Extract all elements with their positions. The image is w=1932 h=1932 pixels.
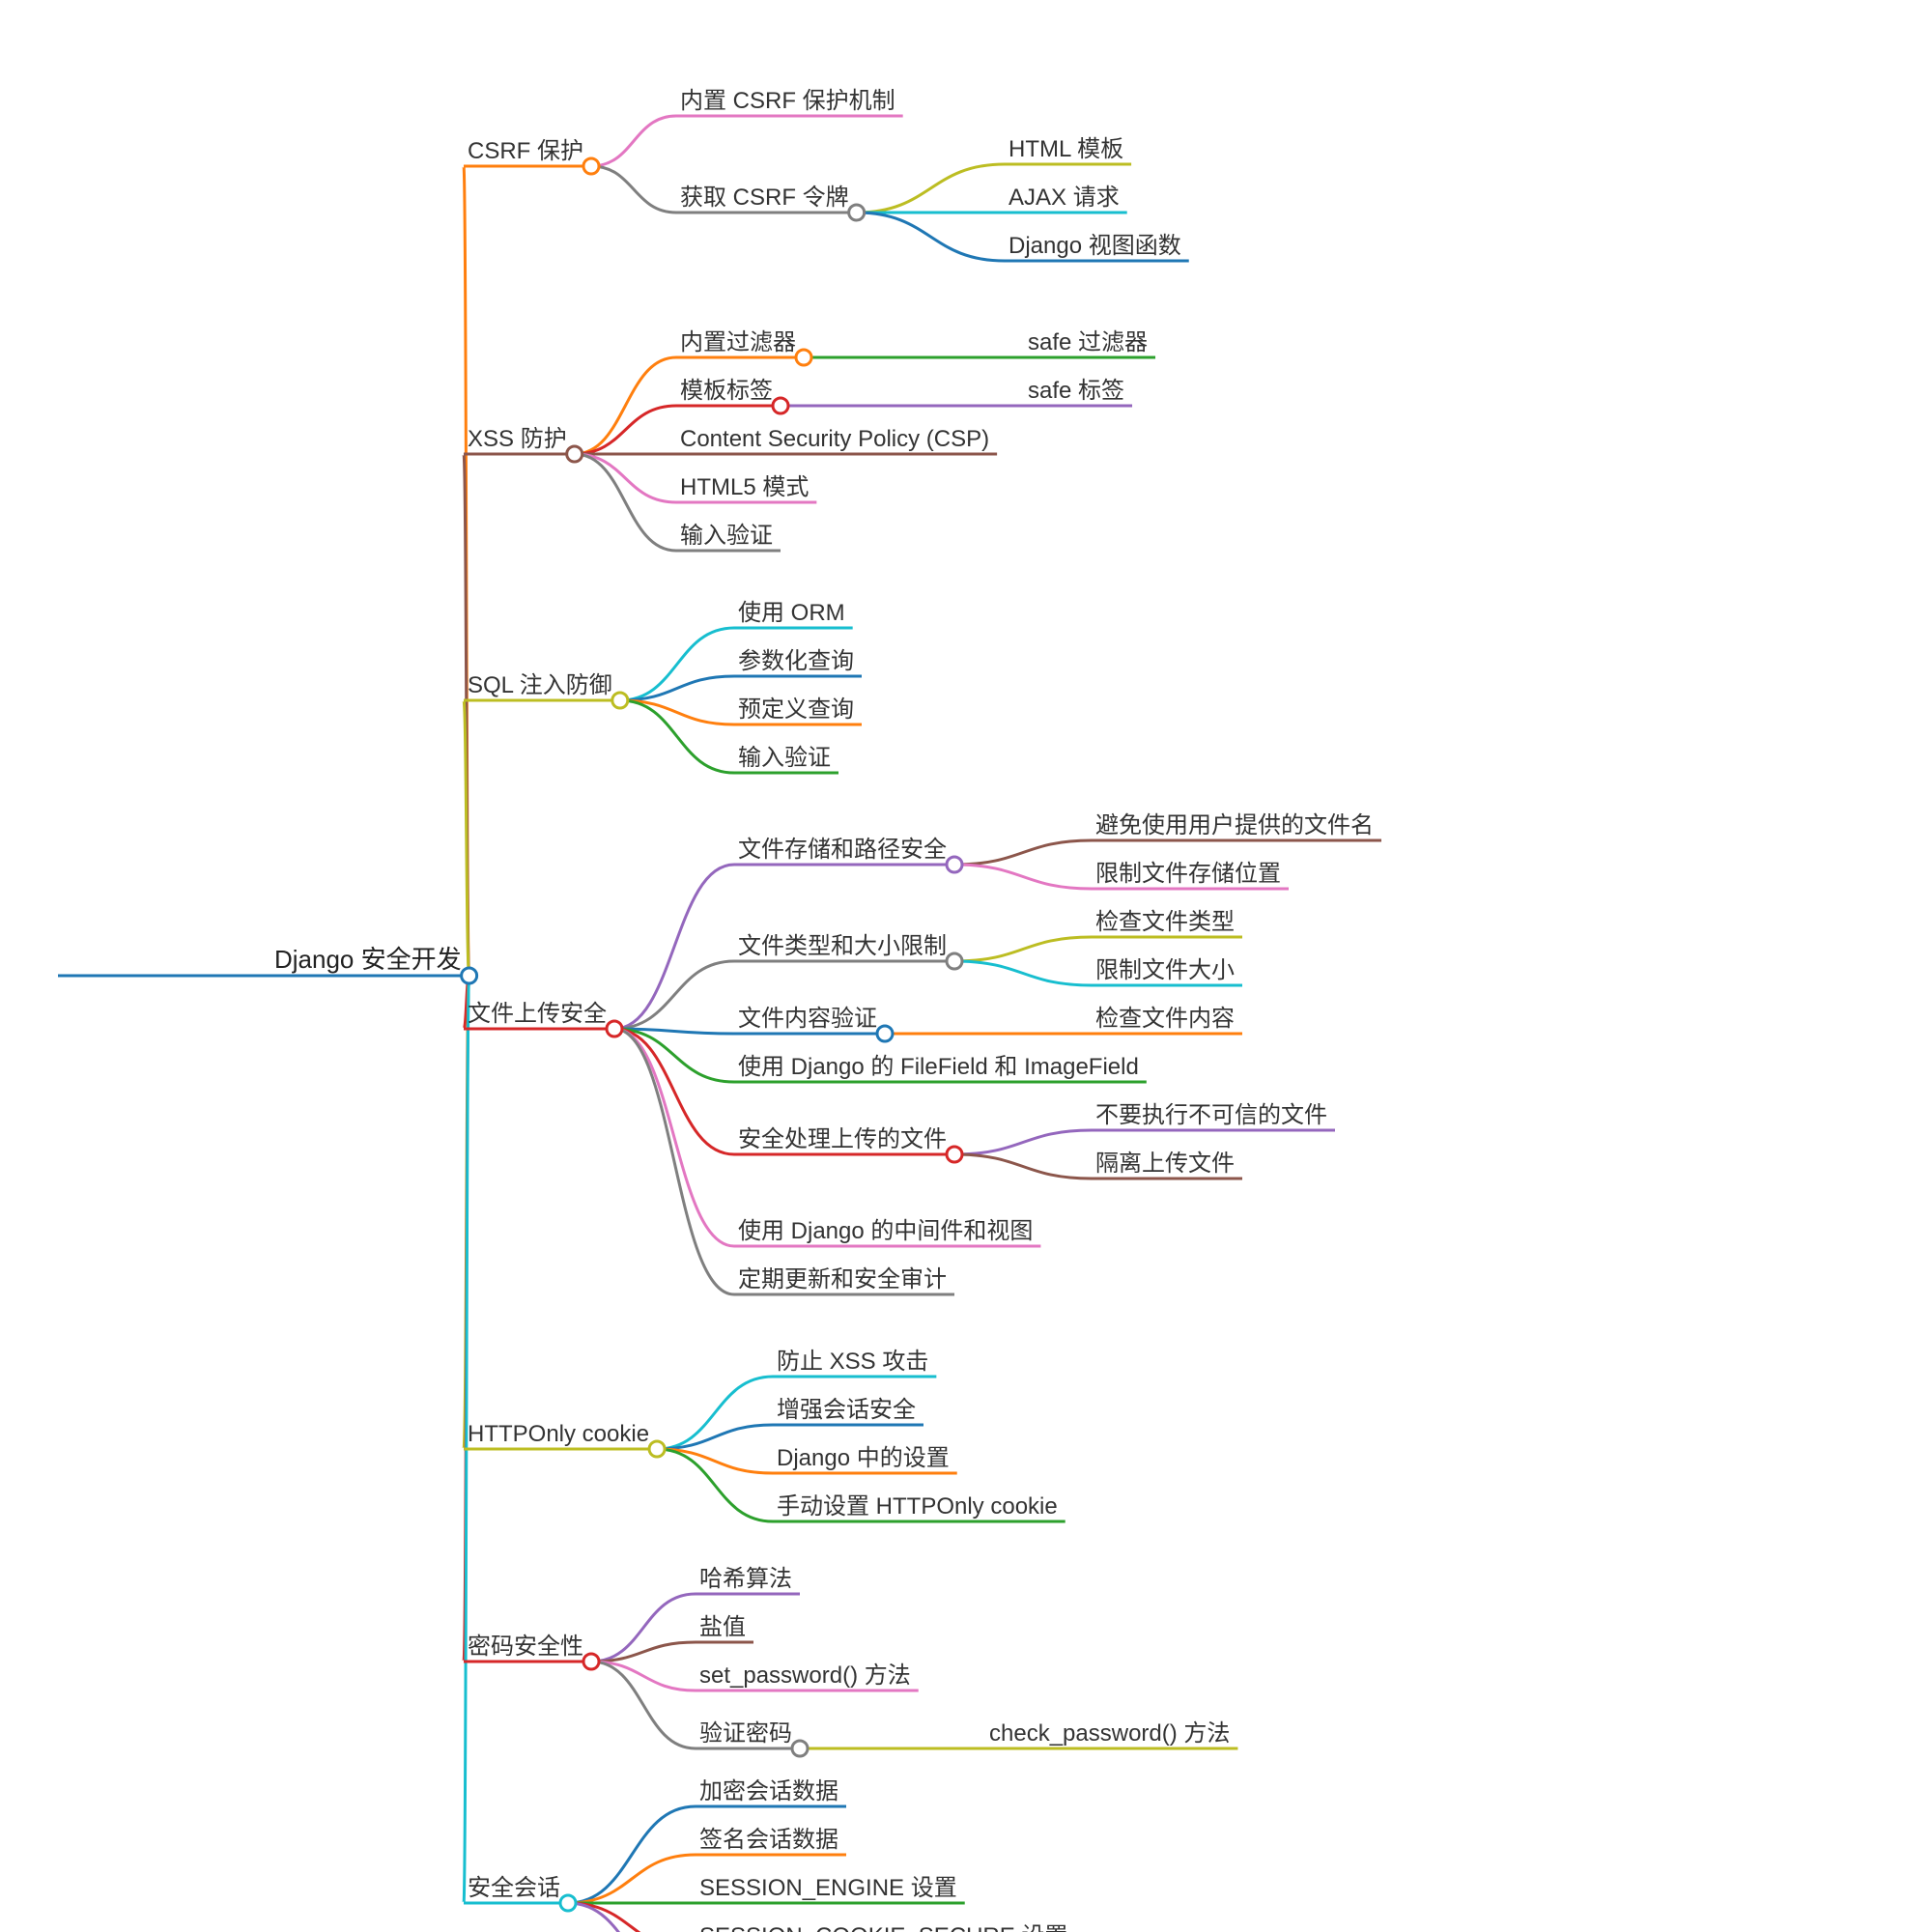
node-label: 检查文件类型 (1095, 909, 1235, 935)
node-label: 使用 Django 的中间件和视图 (738, 1218, 1033, 1244)
node-label: HTML5 模式 (680, 474, 809, 500)
edge (857, 213, 1005, 261)
branch-node (583, 158, 599, 174)
node-label: 不要执行不可信的文件 (1095, 1102, 1327, 1128)
node-label: 内置过滤器 (680, 329, 796, 355)
node-label: 防止 XSS 攻击 (777, 1349, 928, 1375)
root-label: Django 安全开发 (274, 945, 462, 974)
edge (575, 454, 676, 502)
branch-node (947, 1147, 962, 1162)
node-label: 隔离上传文件 (1095, 1151, 1235, 1177)
branch-node (607, 1021, 622, 1037)
node-label: Content Security Policy (CSP) (680, 426, 989, 452)
node-label: 验证密码 (699, 1720, 792, 1747)
branch-node (947, 953, 962, 969)
edge (614, 1029, 734, 1294)
branch-node (877, 1026, 893, 1041)
node-label: 密码安全性 (468, 1634, 583, 1660)
edge (614, 865, 734, 1029)
node-label: 获取 CSRF 令牌 (680, 185, 849, 211)
node-label: set_password() 方法 (699, 1662, 911, 1689)
node-label: SQL 注入防御 (468, 672, 612, 698)
node-label: 避免使用用户提供的文件名 (1095, 812, 1374, 838)
node-label: 输入验证 (738, 745, 831, 771)
node-label: 模板标签 (680, 378, 773, 404)
node-label: 预定义查询 (738, 696, 854, 723)
edge (954, 865, 1092, 889)
node-label: safe 标签 (1028, 378, 1124, 404)
node-label: 文件内容验证 (738, 1006, 877, 1032)
node-label: check_password() 方法 (989, 1720, 1230, 1747)
node-label: 安全会话 (468, 1875, 560, 1901)
edge (568, 1855, 696, 1903)
node-label: 限制文件存储位置 (1095, 861, 1281, 887)
node-label: Django 视图函数 (1009, 233, 1181, 259)
edge (614, 1029, 734, 1246)
node-label: AJAX 请求 (1009, 185, 1120, 211)
node-label: XSS 防护 (468, 426, 567, 452)
node-label: 文件存储和路径安全 (738, 837, 947, 863)
edge (954, 840, 1092, 865)
edge (575, 357, 676, 454)
node-label: SESSION_ENGINE 设置 (699, 1875, 957, 1901)
node-label: 文件类型和大小限制 (738, 933, 947, 959)
branch-node (792, 1741, 808, 1756)
node-label: 盐值 (699, 1614, 746, 1640)
node-label: 手动设置 HTTPOnly cookie (777, 1493, 1058, 1520)
branch-node (649, 1441, 665, 1457)
node-label: 定期更新和安全审计 (738, 1266, 947, 1293)
branch-node (796, 350, 811, 365)
edge (575, 406, 676, 454)
node-label: Django 中的设置 (777, 1445, 950, 1471)
node-label: CSRF 保护 (468, 138, 583, 164)
node-label: 输入验证 (680, 523, 773, 549)
mindmap-canvas: Django 安全开发 CSRF 保护 内置 CSRF 保护机制获取 CSRF 令牌… (0, 0, 1932, 1932)
branch-node (583, 1654, 599, 1669)
edge (954, 937, 1092, 961)
node-label: 使用 Django 的 FileField 和 ImageField (738, 1054, 1139, 1080)
edge (954, 1130, 1092, 1154)
node-label: 安全处理上传的文件 (738, 1126, 947, 1152)
node-label: 签名会话数据 (699, 1827, 838, 1853)
edge (591, 116, 676, 166)
branch-node (462, 968, 477, 983)
edge (614, 961, 734, 1029)
branch-node (560, 1895, 576, 1911)
node-label: 哈希算法 (699, 1566, 792, 1592)
branch-node (773, 398, 788, 413)
edge (857, 164, 1005, 213)
edge (568, 1806, 696, 1903)
node-label: 加密会话数据 (699, 1778, 838, 1804)
branch-node (612, 693, 628, 708)
node-label: 内置 CSRF 保护机制 (680, 88, 895, 114)
branch-node (849, 205, 865, 220)
node-label: 参数化查询 (738, 648, 854, 674)
node-label: SESSION_COOKIE_SECURE 设置 (699, 1923, 1067, 1932)
edge (954, 961, 1092, 985)
node-label: HTTPOnly cookie (468, 1421, 649, 1447)
branch-node (567, 446, 582, 462)
node-label: safe 过滤器 (1028, 329, 1148, 355)
node-label: 限制文件大小 (1095, 957, 1235, 983)
node-label: 检查文件内容 (1095, 1006, 1235, 1032)
node-label: 增强会话安全 (777, 1397, 916, 1423)
edge (954, 1154, 1092, 1179)
branch-node (947, 857, 962, 872)
node-label: 文件上传安全 (468, 1001, 607, 1027)
node-label: 使用 ORM (738, 600, 845, 626)
edge (591, 166, 676, 213)
edge (575, 454, 676, 551)
node-label: HTML 模板 (1009, 136, 1123, 162)
